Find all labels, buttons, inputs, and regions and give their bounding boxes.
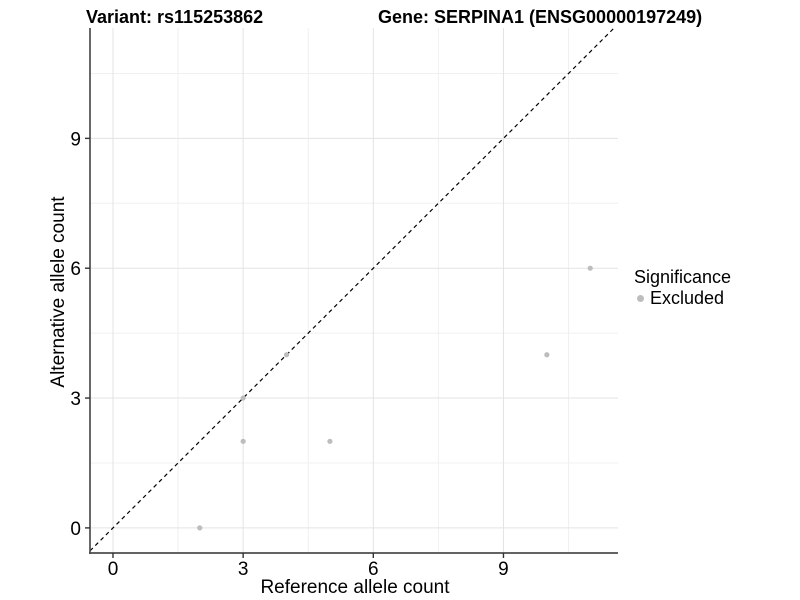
data-point — [240, 395, 246, 401]
legend: Significance Excluded — [634, 266, 731, 308]
data-point — [327, 438, 333, 444]
x-tick-label: 6 — [368, 559, 379, 580]
plot-title-gene: Gene: SERPINA1 (ENSG00000197249) — [378, 7, 703, 27]
legend-title: Significance — [634, 267, 732, 287]
x-axis-title: Reference allele count — [260, 577, 450, 598]
excluded-point-icon — [637, 295, 644, 302]
legend-entry-excluded: Excluded — [634, 288, 731, 308]
data-point — [544, 352, 550, 358]
identity-line — [89, 27, 615, 552]
x-tick-label: 3 — [238, 559, 249, 580]
x-tick-label: 9 — [498, 559, 509, 580]
data-point — [283, 352, 290, 358]
data-point — [197, 525, 203, 531]
data-point — [587, 265, 593, 271]
y-tick-label: 9 — [70, 129, 81, 150]
y-tick-label: 0 — [70, 519, 81, 540]
y-tick-label: 6 — [70, 259, 81, 280]
y-axis-title: Alternative allele count — [48, 196, 69, 388]
legend-entry-label: Excluded — [650, 288, 725, 308]
y-tick-label: 3 — [70, 389, 81, 410]
data-point — [240, 438, 246, 444]
x-tick-label: 0 — [108, 559, 119, 580]
plot-title-variant: Variant: rs115253862 — [86, 7, 264, 27]
